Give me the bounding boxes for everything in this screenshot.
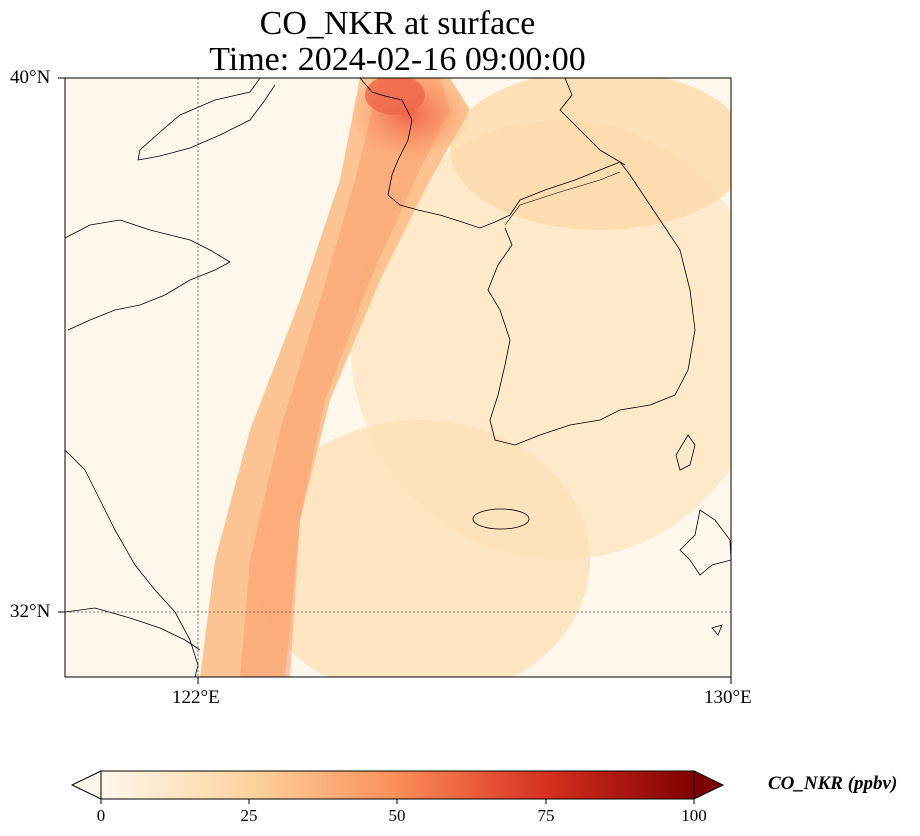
shandong-coast [65, 219, 231, 331]
cbar-tick-label-75: 75 [537, 806, 555, 825]
x-tick-label-130: 130°E [704, 687, 752, 708]
concentration-field [65, 78, 731, 677]
jeju-island [472, 508, 530, 530]
coastlines [65, 78, 731, 677]
map-title-line-1: CO_NKR at surface [259, 5, 536, 42]
colorbar-gradient [100, 770, 695, 800]
colorbar-extend-high [693, 770, 725, 800]
yangtze-estuary [65, 607, 201, 651]
map-frame [64, 77, 732, 678]
korea-coast [359, 78, 696, 446]
tsushima-island [675, 434, 696, 471]
x-tick-label-122: 122°E [172, 687, 220, 708]
sea-haze [250, 420, 590, 677]
cbar-tick-label-50: 50 [388, 806, 406, 825]
bohai-coast [137, 78, 276, 161]
plume-core [240, 78, 450, 677]
jiangsu-coast [65, 449, 199, 677]
map-title-line-2: Time: 2024-02-16 09:00:00 [209, 41, 586, 78]
kyushu-coast [679, 509, 731, 576]
colorbar-label: CO_NKR (ppbv) [768, 773, 898, 794]
north-korea-east-coast [559, 78, 626, 166]
plume-peak [365, 78, 425, 115]
cbar-tick-label-25: 25 [240, 806, 258, 825]
small-island [711, 624, 723, 636]
colorbar-extend-low [70, 770, 102, 800]
y-tick-label-32: 32°N [10, 601, 51, 622]
y-tick-label-40: 40°N [10, 67, 51, 88]
border-line [504, 171, 621, 226]
north-haze [450, 78, 731, 230]
cbar-tick-label-0: 0 [96, 806, 106, 825]
cbar-tick-label-100: 100 [681, 806, 707, 825]
